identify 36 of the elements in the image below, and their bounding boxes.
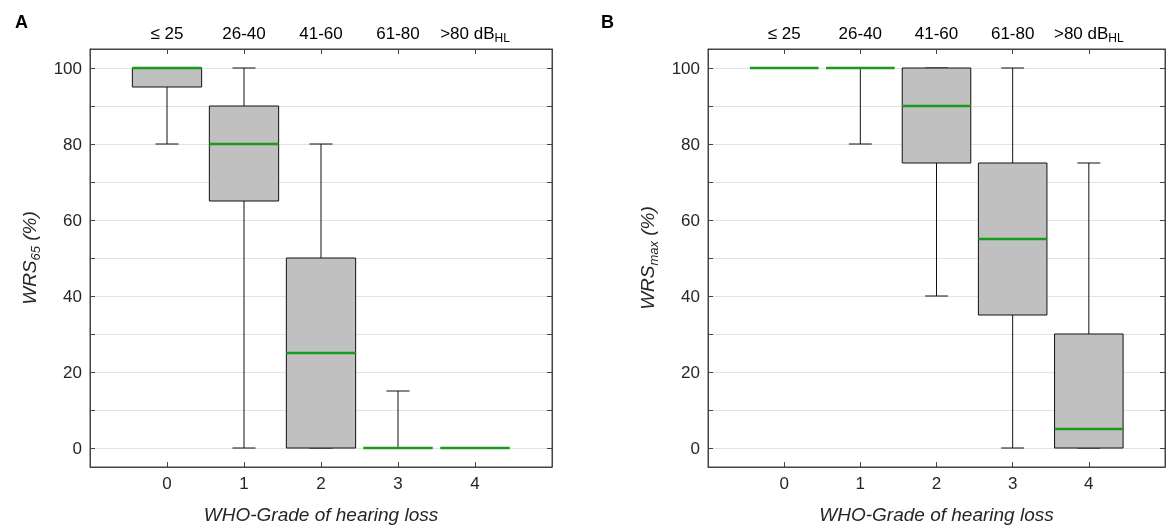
- text: 26-40: [222, 23, 266, 43]
- y-tick-label: 40: [63, 286, 82, 306]
- y-tick-label: 20: [681, 362, 700, 382]
- chart-title: A: [15, 12, 28, 32]
- chart-title: B: [601, 12, 614, 32]
- x-axis-title: WHO-Grade of hearing loss: [203, 504, 439, 525]
- text: ≤ 25: [767, 23, 801, 43]
- text: 61-80: [376, 23, 420, 43]
- text: 26-40: [838, 23, 883, 43]
- y-tick-label: 60: [63, 210, 82, 230]
- y-axis-title: WRS65 (%): [19, 211, 43, 305]
- y-tick-label: 100: [671, 58, 700, 78]
- y-tick-label: 80: [63, 134, 82, 154]
- text: 41-60: [299, 23, 343, 43]
- x-tick-label: 2: [931, 474, 942, 493]
- x-tick-label: 0: [162, 474, 172, 493]
- x-tick-label: 4: [470, 474, 480, 493]
- x-tick-label: 2: [316, 474, 326, 493]
- x-tick-label: 0: [779, 474, 789, 493]
- text: ≤ 25: [150, 23, 184, 43]
- y-tick-label: 60: [681, 210, 700, 230]
- x-tick-label: 3: [1007, 474, 1018, 493]
- y-axis-title: WRSmax (%): [637, 206, 661, 310]
- y-tick-label: 0: [690, 438, 700, 458]
- x-tick-label: 1: [855, 474, 866, 493]
- y-tick-label: 20: [63, 362, 82, 382]
- text: 41-60: [914, 23, 959, 43]
- text: 61-80: [990, 23, 1035, 43]
- x-tick-label: 4: [1084, 474, 1094, 493]
- y-tick-label: 40: [681, 286, 700, 306]
- y-tick-label: 100: [53, 58, 82, 78]
- y-tick-label: 0: [72, 438, 82, 458]
- y-tick-label: 80: [681, 134, 700, 154]
- x-axis-title: WHO-Grade of hearing loss: [819, 504, 1055, 525]
- x-tick-label: 3: [393, 474, 403, 493]
- x-tick-label: 1: [239, 474, 249, 493]
